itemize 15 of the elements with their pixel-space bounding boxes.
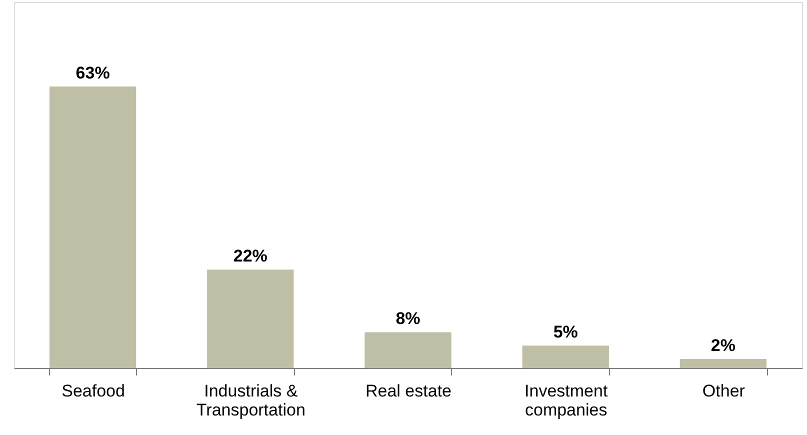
bar: [680, 359, 767, 368]
bar: [364, 332, 452, 368]
data-label: 22%: [233, 246, 268, 266]
x-tick-label: Other: [702, 382, 746, 400]
bar: [522, 346, 609, 368]
data-label: 5%: [553, 322, 578, 342]
bar: [207, 270, 294, 368]
x-tick-label: Investment companies: [524, 382, 608, 420]
x-tick-label: Real estate: [366, 382, 452, 400]
data-label: 63%: [76, 63, 110, 82]
x-tick-label: Seafood: [62, 382, 125, 400]
bar: [49, 86, 136, 368]
data-label: 8%: [396, 309, 420, 328]
data-label: 2%: [710, 336, 736, 356]
x-tick-label: Industrials & Transportation: [196, 382, 306, 420]
